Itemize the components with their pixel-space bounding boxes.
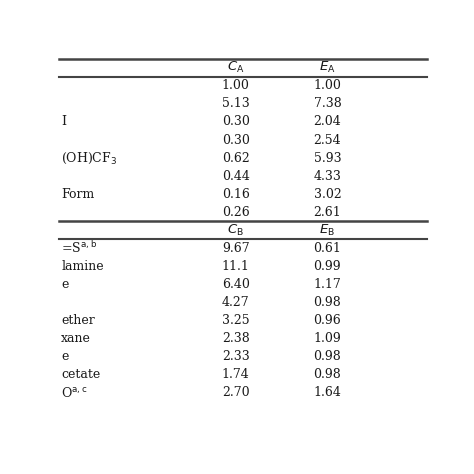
Text: $C_\mathrm{B}$: $C_\mathrm{B}$ (227, 223, 244, 238)
Text: cetate: cetate (61, 368, 100, 382)
Text: 2.70: 2.70 (222, 386, 249, 400)
Text: 0.62: 0.62 (222, 152, 249, 164)
Text: 0.44: 0.44 (222, 170, 249, 182)
Text: 2.33: 2.33 (222, 350, 249, 363)
Text: 2.38: 2.38 (222, 332, 249, 345)
Text: 9.67: 9.67 (222, 242, 249, 255)
Text: =S$^{\mathrm{a,b}}$: =S$^{\mathrm{a,b}}$ (61, 240, 97, 256)
Text: 0.98: 0.98 (313, 296, 341, 309)
Text: 0.30: 0.30 (222, 134, 249, 146)
Text: I: I (61, 116, 66, 128)
Text: 1.00: 1.00 (313, 79, 341, 92)
Text: 7.38: 7.38 (313, 97, 341, 110)
Text: 11.1: 11.1 (222, 260, 249, 273)
Text: 0.30: 0.30 (222, 116, 249, 128)
Text: 1.64: 1.64 (313, 386, 341, 400)
Text: 0.26: 0.26 (222, 206, 249, 219)
Text: 0.96: 0.96 (313, 314, 341, 327)
Text: 0.61: 0.61 (313, 242, 341, 255)
Text: 6.40: 6.40 (222, 278, 249, 291)
Text: 0.98: 0.98 (313, 368, 341, 382)
Text: 1.17: 1.17 (313, 278, 341, 291)
Text: lamine: lamine (61, 260, 104, 273)
Text: 1.00: 1.00 (222, 79, 249, 92)
Text: 5.93: 5.93 (314, 152, 341, 164)
Text: 3.02: 3.02 (313, 188, 341, 201)
Text: $E_\mathrm{B}$: $E_\mathrm{B}$ (319, 223, 336, 238)
Text: 0.99: 0.99 (314, 260, 341, 273)
Text: 4.33: 4.33 (313, 170, 341, 182)
Text: 0.16: 0.16 (222, 188, 249, 201)
Text: e: e (61, 278, 68, 291)
Text: 2.54: 2.54 (314, 134, 341, 146)
Text: xane: xane (61, 332, 91, 345)
Text: e: e (61, 350, 68, 363)
Text: $C_\mathrm{A}$: $C_\mathrm{A}$ (227, 60, 244, 75)
Text: 1.09: 1.09 (313, 332, 341, 345)
Text: 2.04: 2.04 (313, 116, 341, 128)
Text: (OH)CF$_3$: (OH)CF$_3$ (61, 150, 117, 166)
Text: 0.98: 0.98 (313, 350, 341, 363)
Text: 3.25: 3.25 (222, 314, 249, 327)
Text: 4.27: 4.27 (222, 296, 249, 309)
Text: 2.61: 2.61 (313, 206, 341, 219)
Text: O$^{\mathrm{a,c}}$: O$^{\mathrm{a,c}}$ (61, 386, 88, 400)
Text: ether: ether (61, 314, 95, 327)
Text: $E_\mathrm{A}$: $E_\mathrm{A}$ (319, 60, 336, 75)
Text: 1.74: 1.74 (222, 368, 249, 382)
Text: Form: Form (61, 188, 94, 201)
Text: 5.13: 5.13 (222, 97, 249, 110)
